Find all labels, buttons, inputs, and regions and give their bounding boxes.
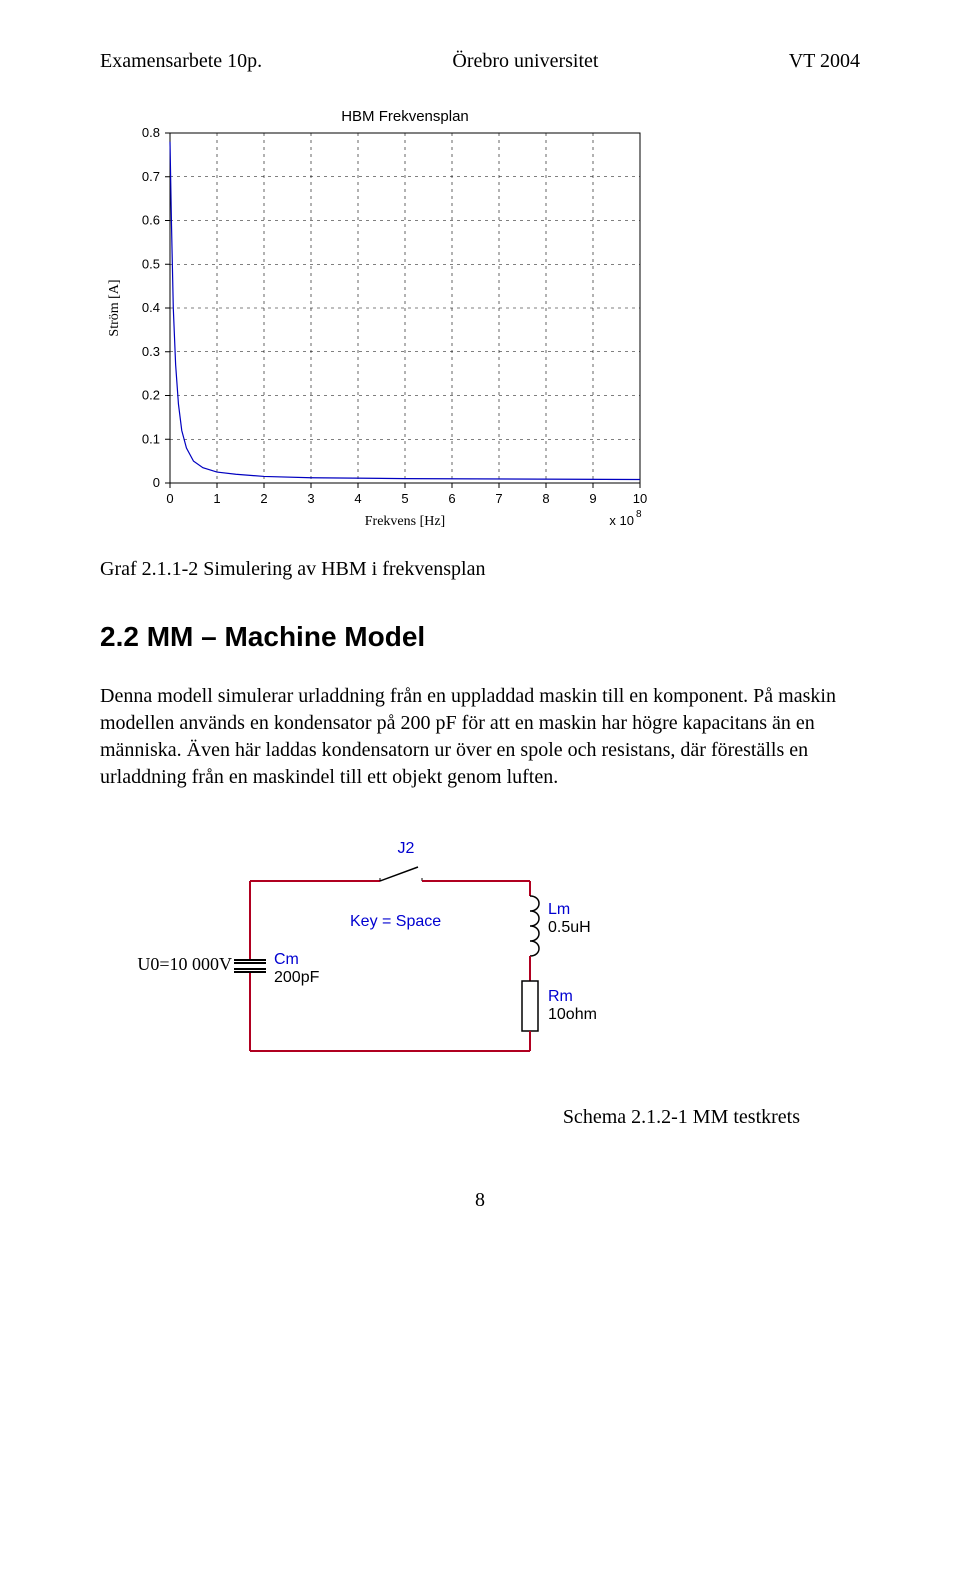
chart-caption: Graf 2.1.1-2 Simulering av HBM i frekven… — [100, 558, 860, 581]
svg-text:3: 3 — [307, 491, 314, 506]
svg-text:4: 4 — [354, 491, 361, 506]
svg-text:0.6: 0.6 — [142, 213, 160, 228]
header-center: Örebro universitet — [452, 50, 598, 73]
svg-text:0.2: 0.2 — [142, 388, 160, 403]
svg-text:0.4: 0.4 — [142, 300, 160, 315]
svg-text:10: 10 — [633, 491, 647, 506]
svg-text:0.5: 0.5 — [142, 256, 160, 271]
section-heading: 2.2 MM – Machine Model — [100, 621, 860, 653]
svg-text:Ström [A]: Ström [A] — [107, 279, 122, 336]
svg-text:0.8: 0.8 — [142, 125, 160, 140]
svg-text:5: 5 — [401, 491, 408, 506]
svg-text:Cm: Cm — [274, 951, 299, 968]
svg-text:8: 8 — [542, 491, 549, 506]
svg-text:0.5uH: 0.5uH — [548, 919, 591, 936]
svg-text:0.1: 0.1 — [142, 431, 160, 446]
svg-text:Rm: Rm — [548, 988, 573, 1005]
svg-text:0: 0 — [153, 475, 160, 490]
header-right: VT 2004 — [789, 50, 860, 73]
body-paragraph: Denna modell simulerar urladdning från e… — [100, 683, 860, 791]
page-number: 8 — [100, 1189, 860, 1212]
svg-text:0.3: 0.3 — [142, 344, 160, 359]
svg-text:6: 6 — [448, 491, 455, 506]
svg-text:J2: J2 — [398, 840, 415, 857]
svg-text:8: 8 — [636, 509, 642, 520]
page-header: Examensarbete 10p. Örebro universitet VT… — [100, 50, 860, 73]
svg-text:U0=10 000V: U0=10 000V — [137, 954, 232, 974]
svg-text:Frekvens [Hz]: Frekvens [Hz] — [365, 514, 445, 529]
svg-text:10ohm: 10ohm — [548, 1006, 597, 1023]
svg-text:200pF: 200pF — [274, 969, 320, 986]
svg-text:Lm: Lm — [548, 901, 570, 918]
svg-text:Key = Space: Key = Space — [350, 913, 441, 930]
svg-text:x 10: x 10 — [609, 513, 634, 528]
hbm-chart: 0 1 2 3 4 5 6 7 8 9 10 0 0.1 0.2 0.3 0.4 0.5 0.6 0.7 0.8 HBM… — [100, 103, 860, 548]
svg-text:1: 1 — [213, 491, 220, 506]
schematic-caption: Schema 2.1.2-1 MM testkrets — [100, 1106, 860, 1129]
svg-text:7: 7 — [495, 491, 502, 506]
svg-text:2: 2 — [260, 491, 267, 506]
svg-text:0.7: 0.7 — [142, 169, 160, 184]
header-left: Examensarbete 10p. — [100, 50, 262, 73]
svg-text:HBM Frekvensplan: HBM Frekvensplan — [341, 108, 469, 125]
mm-schematic: J2 Key = Space Lm0.5uH Rm10ohm Cm200pF U0=10 … — [100, 821, 860, 1096]
svg-text:0: 0 — [166, 491, 173, 506]
svg-text:9: 9 — [589, 491, 596, 506]
